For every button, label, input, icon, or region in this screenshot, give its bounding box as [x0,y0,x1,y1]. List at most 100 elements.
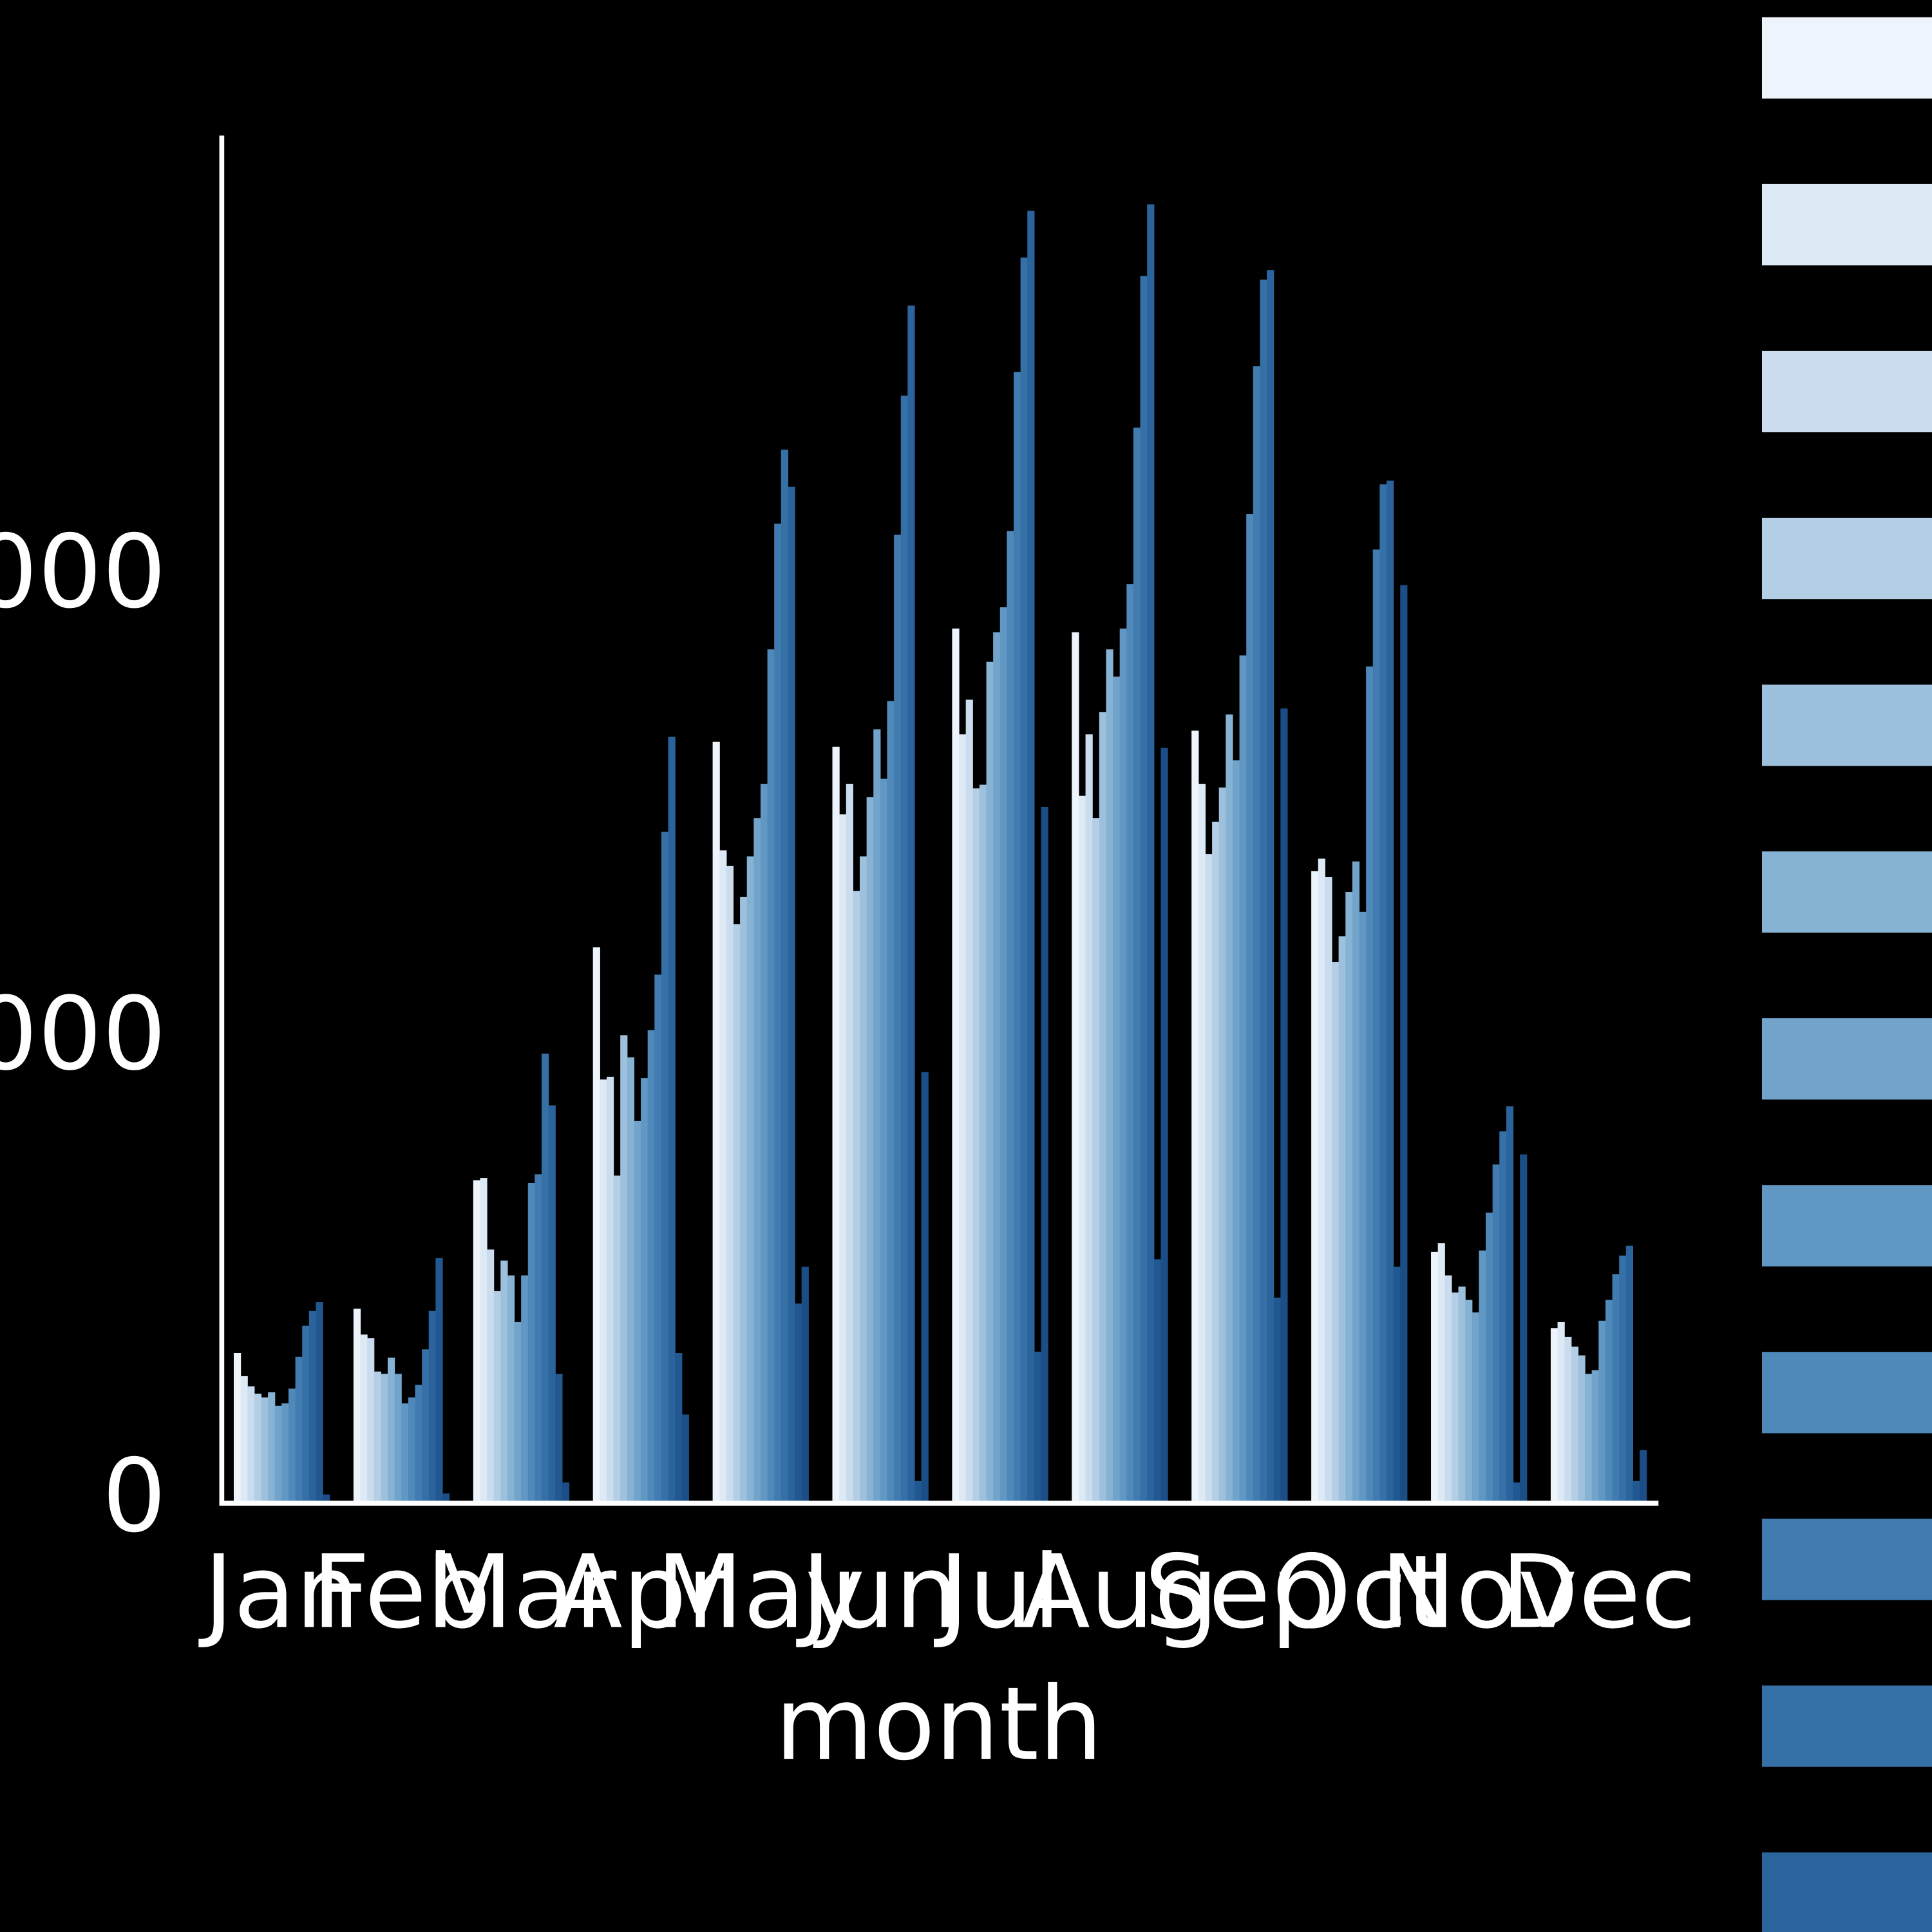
x-tick-label: Nov [1380,1533,1577,1651]
bar [1386,480,1394,1504]
bar [1379,484,1387,1504]
bar [719,850,727,1504]
bar [514,1321,522,1504]
bar [1092,818,1100,1504]
legend-swatch [1761,1519,1932,1600]
bar [1014,372,1021,1504]
bar [832,746,840,1504]
x-tick-label: Jul [933,1533,1061,1651]
bar [1218,787,1226,1504]
bar [1598,1320,1606,1504]
bar [1625,1245,1633,1504]
bar [1085,734,1093,1504]
bar [1338,936,1346,1504]
bar [907,305,915,1504]
bar [1465,1300,1473,1504]
bar [401,1403,409,1504]
bar [1640,1450,1647,1504]
legend-swatch [1761,1852,1932,1932]
bar [1472,1312,1479,1504]
bar [1578,1355,1586,1504]
bar [846,784,853,1504]
bar [1513,1482,1520,1504]
bar [627,1057,635,1504]
y-tick-label: 1000 [0,975,166,1093]
bar [880,779,888,1504]
bar [308,1311,317,1504]
bar [986,661,994,1504]
bar [1366,666,1374,1504]
bar [788,486,795,1504]
legend-swatch [1761,184,1932,266]
bar [668,736,676,1504]
bar [500,1260,508,1504]
bar [1191,730,1199,1504]
bar [661,831,669,1504]
bar [1078,795,1086,1504]
bar [1239,655,1247,1504]
bar [606,1076,614,1504]
x-tick-label: Oct [1272,1533,1446,1651]
y-tick-label: 0 [102,1437,166,1555]
bar [422,1349,430,1504]
bar [1280,708,1288,1504]
bar [1506,1106,1514,1504]
legend-swatch [1761,685,1932,766]
bar [1253,366,1261,1504]
bar [1198,784,1206,1504]
bar [374,1371,381,1504]
bar [281,1403,289,1504]
bar [859,856,867,1504]
bar [1160,748,1168,1504]
bar [274,1405,282,1504]
bar [1591,1370,1599,1504]
bar [1520,1154,1528,1504]
bar [795,1303,802,1504]
bar [914,1481,922,1504]
bar [548,1105,556,1504]
bar [1212,821,1220,1504]
bar [1437,1243,1445,1504]
y-tick-label: 2000 [0,513,166,630]
x-tick-label: Sep [1144,1533,1335,1651]
bar [1273,1297,1281,1504]
bar [1605,1300,1613,1504]
bar [1232,760,1240,1504]
bar [1318,858,1325,1504]
bar [1325,877,1332,1504]
bar [527,1182,535,1504]
bar [592,947,600,1504]
bar [654,974,662,1504]
bar [428,1311,436,1504]
bar [394,1374,402,1504]
bar [442,1493,450,1504]
bar [681,1414,689,1504]
bar [1431,1251,1439,1504]
x-tick-label: Jan [198,1533,359,1651]
bar [302,1325,310,1504]
bar [753,818,761,1504]
bar [853,891,860,1504]
bar [1612,1274,1620,1504]
bar [620,1035,628,1504]
bar [1585,1374,1593,1504]
bar [353,1309,361,1504]
bar [993,632,1001,1504]
bar [1007,531,1014,1504]
bar [1113,676,1121,1504]
bar [1311,871,1319,1504]
x-axis-label: month [775,1665,1103,1783]
bar [613,1175,621,1504]
bar [634,1121,641,1504]
bar [1331,962,1340,1504]
bar [675,1353,683,1504]
bar [480,1178,488,1504]
bar [408,1397,416,1504]
bar [367,1338,375,1504]
bar [562,1482,570,1504]
bar [1619,1255,1627,1504]
legend-swatch [1761,1685,1932,1767]
bar [1550,1328,1558,1504]
bar [1479,1250,1486,1504]
